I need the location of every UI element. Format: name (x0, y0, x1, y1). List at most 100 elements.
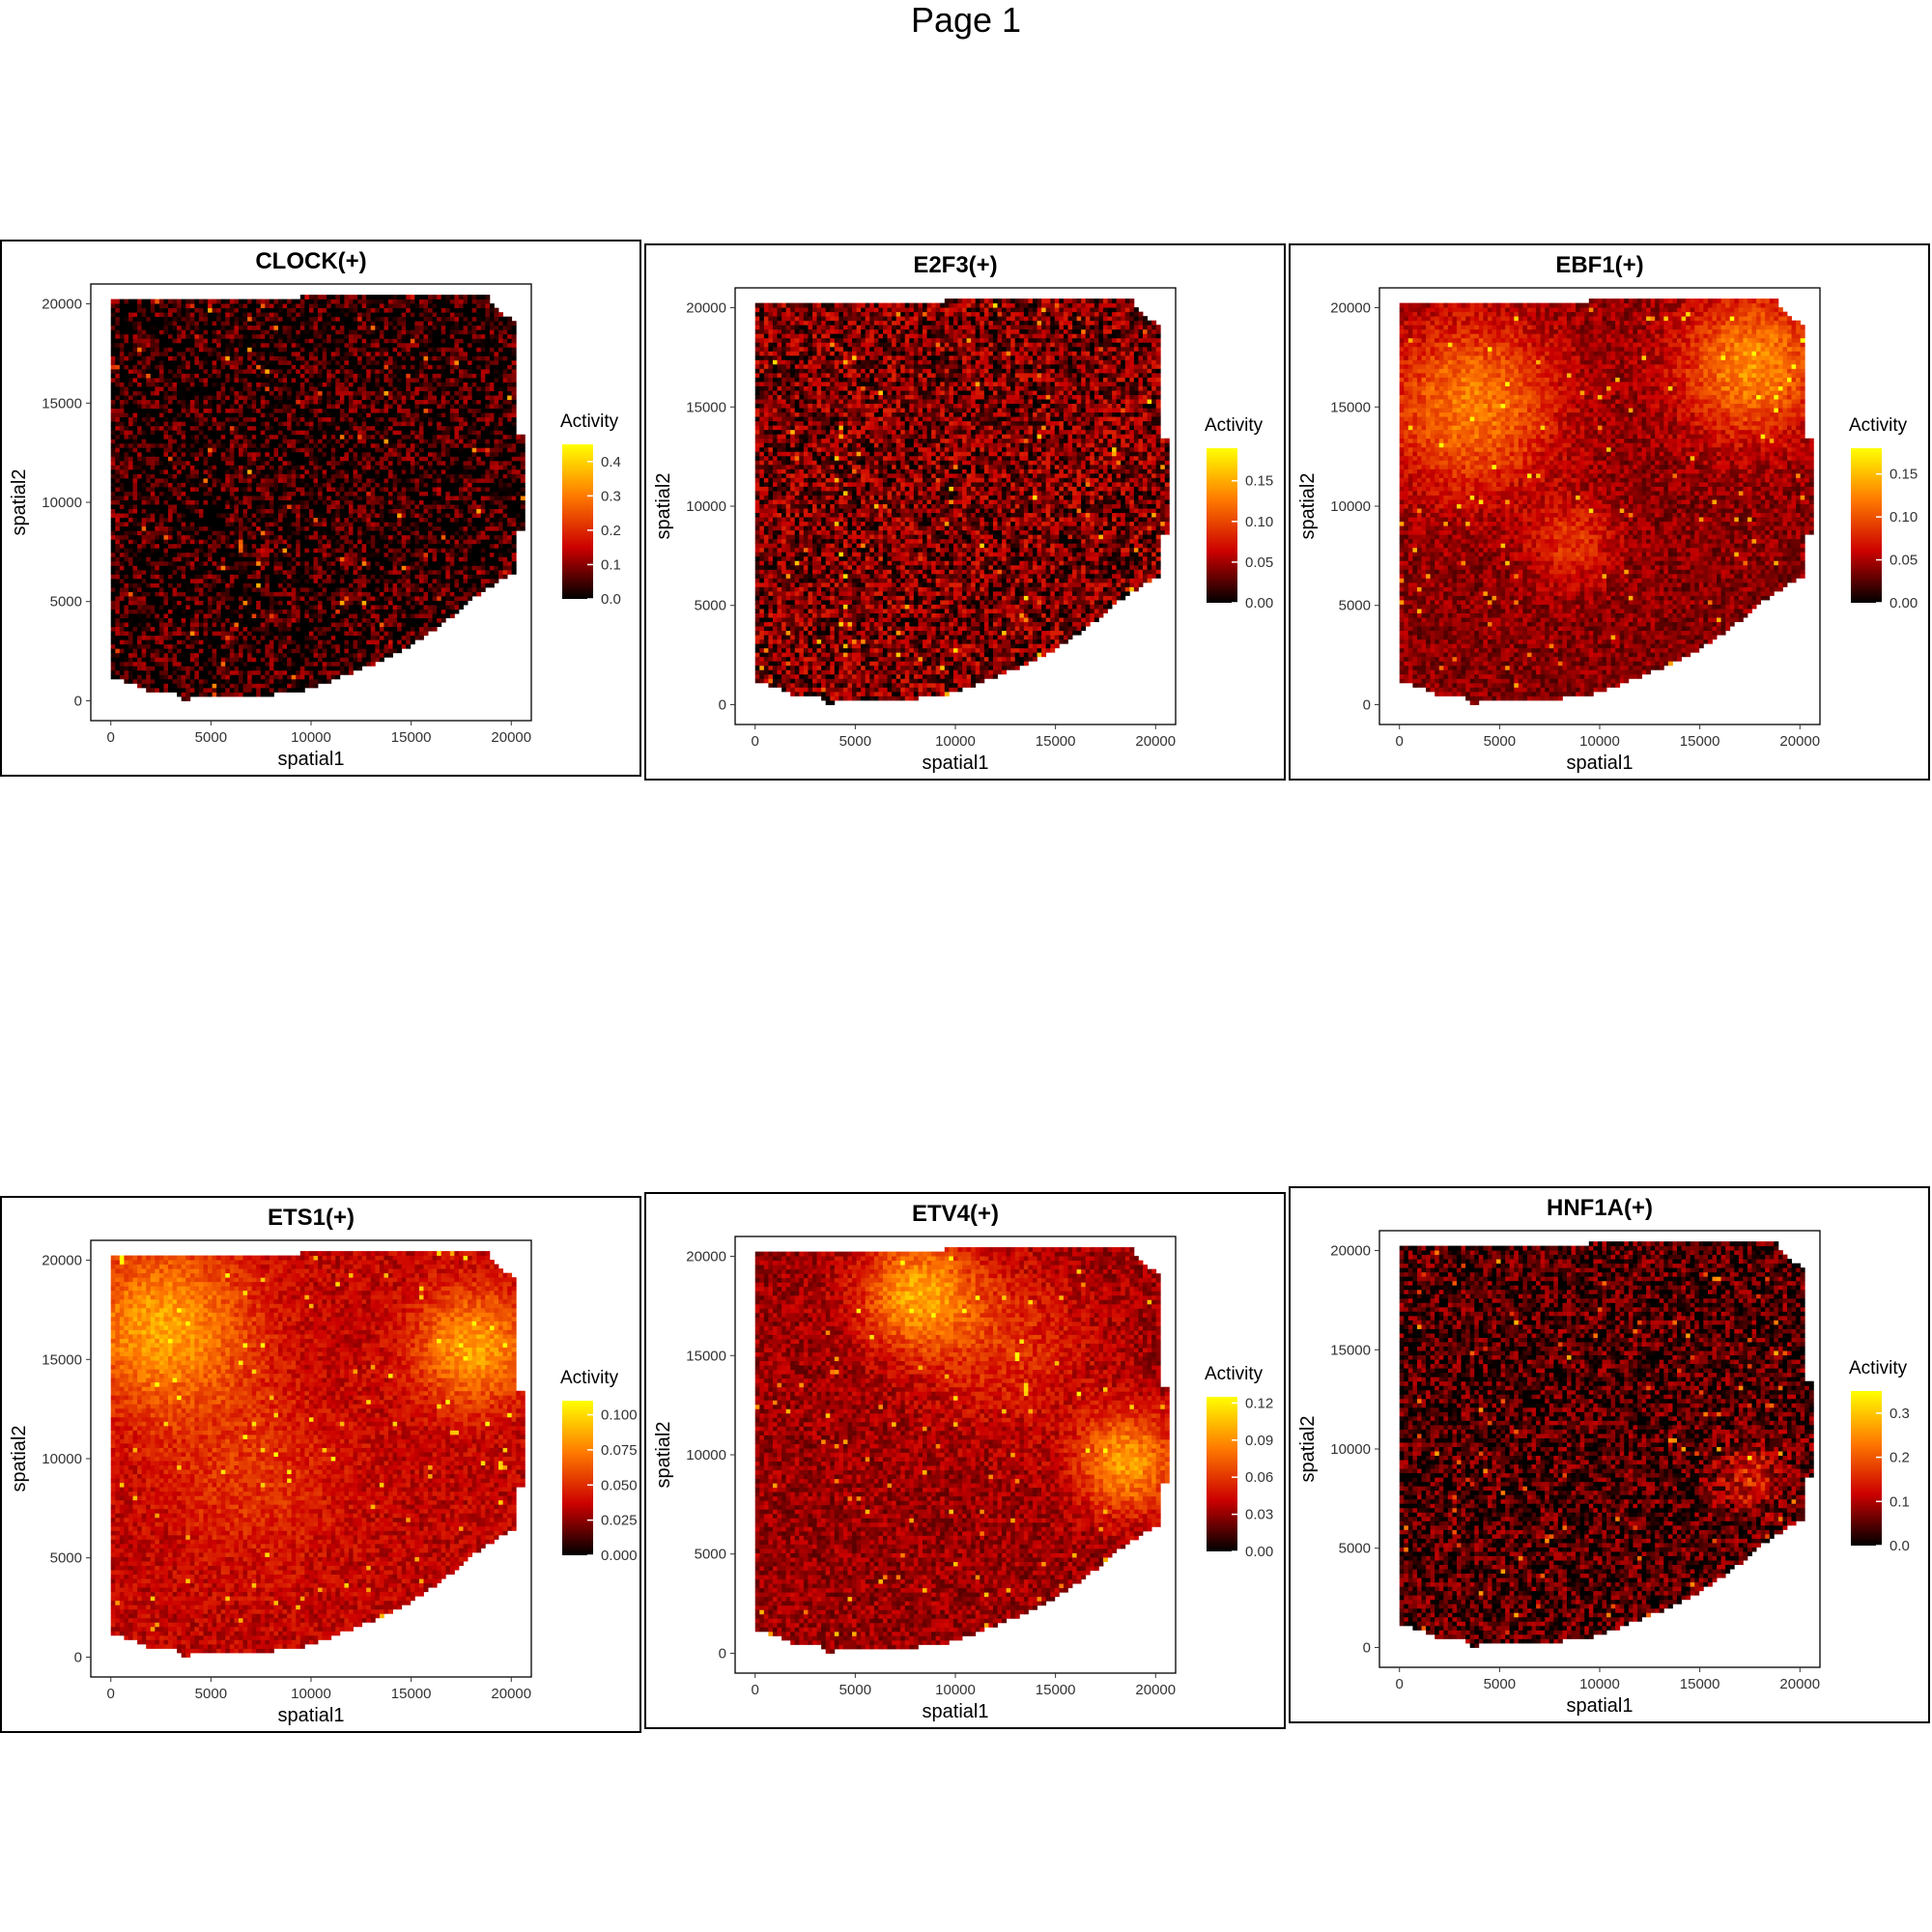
heatmap-cell (322, 447, 327, 453)
heatmap-cell (225, 543, 231, 549)
heatmap-cell (339, 425, 345, 431)
heatmap-cell (269, 312, 274, 318)
heatmap-cell (313, 321, 319, 327)
heatmap-cell (242, 338, 248, 344)
heatmap-cell (273, 386, 279, 391)
heatmap-cell (132, 486, 138, 492)
heatmap-cell (335, 482, 341, 488)
heatmap-cell (348, 425, 354, 431)
heatmap-cell (150, 447, 156, 453)
heatmap-cell (146, 609, 152, 614)
heatmap-cell (189, 359, 195, 365)
heatmap-cell (344, 543, 350, 549)
heatmap-cell (269, 578, 274, 583)
heatmap-cell (327, 329, 332, 335)
heatmap-cell (327, 456, 332, 462)
heatmap-cell (172, 425, 178, 431)
heatmap-cell (296, 635, 301, 640)
heatmap-cell (242, 473, 248, 479)
heatmap-cell (132, 333, 138, 339)
heatmap-cell (216, 364, 222, 370)
heatmap-cell (335, 316, 341, 322)
heatmap-cell (198, 439, 204, 444)
heatmap-cell (203, 631, 209, 637)
heatmap-cell (137, 605, 143, 610)
heatmap-cell (212, 355, 217, 361)
heatmap-cell (203, 386, 209, 391)
heatmap-cell (318, 477, 324, 483)
heatmap-cell (242, 482, 248, 488)
heatmap-cell (273, 687, 279, 693)
heatmap-cell (251, 639, 257, 645)
heatmap-cell (327, 486, 332, 492)
heatmap-cell (141, 591, 147, 597)
heatmap-cell (185, 486, 191, 492)
heatmap-cell (212, 307, 217, 313)
heatmap-cell (278, 473, 283, 479)
heatmap-cell (194, 447, 200, 453)
heatmap-cell (229, 382, 235, 387)
heatmap-cell (132, 442, 138, 448)
heatmap-cell (291, 499, 297, 505)
heatmap-cell (313, 582, 319, 588)
heatmap-cell (128, 307, 133, 313)
heatmap-cell (212, 382, 217, 387)
heatmap-cell (308, 382, 314, 387)
heatmap-cell (185, 307, 191, 313)
heatmap-cell (185, 513, 191, 519)
heatmap-cell (168, 648, 173, 654)
heatmap-cell (322, 368, 327, 374)
heatmap-cell (115, 522, 121, 527)
heatmap-cell (194, 325, 200, 330)
heatmap-cell (225, 465, 231, 470)
heatmap-cell (296, 456, 301, 462)
heatmap-cell (212, 522, 217, 527)
heatmap-cell (137, 560, 143, 566)
heatmap-cell (146, 386, 152, 391)
heatmap-cell (110, 508, 116, 514)
heatmap-cell (339, 342, 345, 348)
heatmap-cell (198, 609, 204, 614)
heatmap-cell (155, 661, 160, 667)
heatmap-cell (287, 386, 293, 391)
heatmap-cell (269, 560, 274, 566)
heatmap-cell (115, 560, 121, 566)
heatmap-cell (198, 329, 204, 335)
heatmap-cell (234, 460, 240, 466)
heatmap-cell (296, 674, 301, 680)
heatmap-cell (189, 613, 195, 619)
heatmap-cell (330, 408, 336, 413)
heatmap-cell (269, 539, 274, 545)
heatmap-cell (150, 390, 156, 396)
heatmap-cell (194, 526, 200, 531)
heatmap-cell (327, 412, 332, 418)
heatmap-cell (282, 342, 288, 348)
heatmap-cell (220, 434, 226, 440)
heatmap-cell (132, 473, 138, 479)
heatmap-cell (146, 421, 152, 427)
heatmap-cell (313, 359, 319, 365)
heatmap-cell (278, 325, 283, 330)
heatmap-cell (198, 434, 204, 440)
heatmap-cell (273, 416, 279, 422)
heatmap-cell (234, 578, 240, 583)
heatmap-cell (208, 591, 213, 597)
heatmap-cell (132, 439, 138, 444)
heatmap-cell (189, 534, 195, 540)
heatmap-cell (287, 613, 293, 619)
heatmap-cell (225, 298, 231, 304)
heatmap-cell (208, 626, 213, 632)
heatmap-cell (177, 312, 183, 318)
heatmap-cell (163, 556, 169, 562)
heatmap-cell (229, 359, 235, 365)
heatmap-cell (150, 399, 156, 405)
heatmap-cell (185, 477, 191, 483)
heatmap-cell (282, 421, 288, 427)
heatmap-cell (273, 465, 279, 470)
heatmap-cell (273, 421, 279, 427)
heatmap-cell (296, 499, 301, 505)
heatmap-cell (348, 439, 354, 444)
heatmap-cell (189, 666, 195, 671)
heatmap-cell (269, 408, 274, 413)
heatmap-cell (269, 499, 274, 505)
